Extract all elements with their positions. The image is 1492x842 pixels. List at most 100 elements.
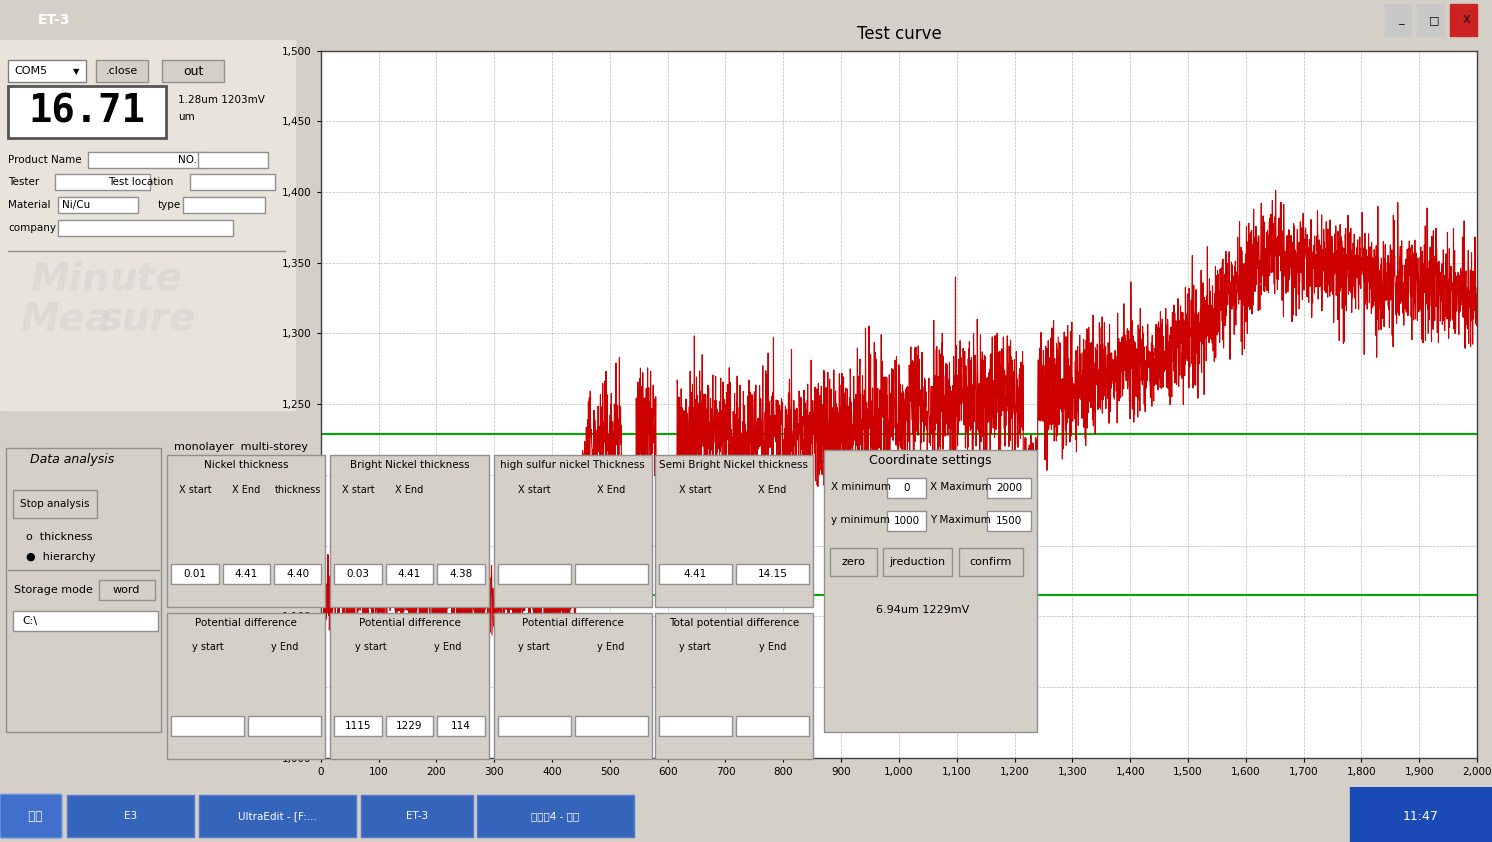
- Text: 4.41: 4.41: [683, 569, 707, 579]
- FancyBboxPatch shape: [736, 564, 809, 584]
- Text: ET-3: ET-3: [406, 811, 428, 821]
- FancyBboxPatch shape: [67, 795, 194, 837]
- Text: word: word: [113, 585, 140, 595]
- Text: 1115: 1115: [345, 721, 372, 731]
- Text: Bright Nickel thickness: Bright Nickel thickness: [349, 461, 470, 471]
- Text: 4.38: 4.38: [449, 569, 473, 579]
- Text: Ni/Cu: Ni/Cu: [63, 200, 90, 210]
- Text: X End: X End: [758, 485, 786, 495]
- FancyBboxPatch shape: [574, 564, 648, 584]
- Text: .close: .close: [106, 67, 139, 77]
- Text: 2000: 2000: [995, 483, 1022, 493]
- Text: Tester: Tester: [7, 178, 39, 188]
- Text: 4.41: 4.41: [234, 569, 258, 579]
- Text: 114: 114: [451, 721, 471, 731]
- Bar: [1450, 4, 1477, 36]
- Text: thickness: thickness: [275, 485, 321, 495]
- FancyBboxPatch shape: [658, 716, 731, 736]
- Text: confirm: confirm: [970, 557, 1012, 568]
- Text: 4.41: 4.41: [398, 569, 421, 579]
- Text: 1500: 1500: [995, 516, 1022, 526]
- FancyBboxPatch shape: [58, 220, 233, 236]
- FancyBboxPatch shape: [198, 152, 269, 168]
- FancyBboxPatch shape: [98, 580, 155, 600]
- FancyBboxPatch shape: [334, 716, 382, 736]
- Text: 1000: 1000: [894, 516, 919, 526]
- Text: 14.15: 14.15: [758, 569, 788, 579]
- Text: X start: X start: [179, 485, 212, 495]
- FancyBboxPatch shape: [655, 613, 813, 759]
- Text: Storage mode: Storage mode: [13, 585, 93, 595]
- Text: Min: Min: [30, 261, 109, 299]
- FancyBboxPatch shape: [189, 174, 275, 190]
- FancyBboxPatch shape: [988, 511, 1031, 531]
- FancyBboxPatch shape: [7, 61, 87, 83]
- Text: um: um: [178, 112, 195, 122]
- Text: 未命名4 - 画图: 未命名4 - 画图: [531, 811, 579, 821]
- Text: 11:47: 11:47: [1402, 810, 1438, 823]
- FancyBboxPatch shape: [330, 613, 488, 759]
- Text: sure: sure: [100, 301, 197, 338]
- FancyBboxPatch shape: [361, 795, 473, 837]
- Text: y start: y start: [355, 642, 386, 652]
- FancyBboxPatch shape: [959, 548, 1024, 576]
- Bar: [0, 40, 295, 410]
- Text: ET-3: ET-3: [37, 13, 70, 27]
- FancyBboxPatch shape: [0, 794, 63, 838]
- FancyBboxPatch shape: [198, 795, 357, 837]
- Text: □: □: [1428, 15, 1440, 25]
- Text: Product Name: Product Name: [7, 155, 82, 164]
- FancyBboxPatch shape: [477, 795, 634, 837]
- FancyBboxPatch shape: [886, 478, 927, 498]
- Text: 1229: 1229: [397, 721, 422, 731]
- FancyBboxPatch shape: [497, 564, 570, 584]
- FancyBboxPatch shape: [386, 716, 433, 736]
- Text: y End: y End: [434, 642, 461, 652]
- Text: Nickel thickness: Nickel thickness: [204, 461, 288, 471]
- FancyBboxPatch shape: [172, 564, 218, 584]
- Text: jreduction: jreduction: [889, 557, 946, 568]
- Text: Potential difference: Potential difference: [522, 618, 624, 628]
- FancyBboxPatch shape: [574, 716, 648, 736]
- Text: ▼: ▼: [73, 67, 79, 76]
- Bar: [1385, 4, 1411, 36]
- Text: 1.28um 1203mV: 1.28um 1203mV: [178, 95, 266, 105]
- FancyBboxPatch shape: [824, 450, 1037, 732]
- FancyBboxPatch shape: [883, 548, 952, 576]
- Text: X End: X End: [233, 485, 261, 495]
- FancyBboxPatch shape: [830, 548, 877, 576]
- Text: y start: y start: [518, 642, 551, 652]
- Text: o  thickness: o thickness: [25, 532, 93, 542]
- Text: Semi Bright Nickel thickness: Semi Bright Nickel thickness: [659, 461, 809, 471]
- Text: monolayer  multi-storey: monolayer multi-storey: [175, 442, 309, 452]
- Text: COM5: COM5: [13, 67, 48, 77]
- Text: Y Maximum: Y Maximum: [931, 515, 991, 525]
- Text: Mea: Mea: [19, 301, 112, 338]
- FancyBboxPatch shape: [334, 564, 382, 584]
- Text: 开始: 开始: [19, 810, 42, 823]
- Text: y End: y End: [597, 642, 625, 652]
- Text: 4.40: 4.40: [286, 569, 309, 579]
- FancyBboxPatch shape: [886, 511, 927, 531]
- FancyBboxPatch shape: [330, 456, 488, 607]
- FancyBboxPatch shape: [988, 478, 1031, 498]
- FancyBboxPatch shape: [222, 564, 270, 584]
- FancyBboxPatch shape: [95, 61, 148, 83]
- Text: zero: zero: [841, 557, 865, 568]
- Bar: [1350, 787, 1492, 842]
- FancyBboxPatch shape: [386, 564, 433, 584]
- Text: ute: ute: [110, 261, 182, 299]
- FancyBboxPatch shape: [494, 456, 652, 607]
- Text: 0.03: 0.03: [346, 569, 370, 579]
- FancyBboxPatch shape: [437, 564, 485, 584]
- Text: UltraEdit - [F:...: UltraEdit - [F:...: [239, 811, 316, 821]
- Bar: [1417, 4, 1444, 36]
- FancyBboxPatch shape: [55, 174, 151, 190]
- Text: X start: X start: [342, 485, 374, 495]
- FancyBboxPatch shape: [88, 152, 206, 168]
- Text: Coordinate settings: Coordinate settings: [868, 454, 992, 466]
- Text: X: X: [1462, 15, 1471, 25]
- Text: C:\: C:\: [22, 616, 37, 626]
- Text: Potential difference: Potential difference: [358, 618, 461, 628]
- Text: X minimum: X minimum: [831, 482, 891, 493]
